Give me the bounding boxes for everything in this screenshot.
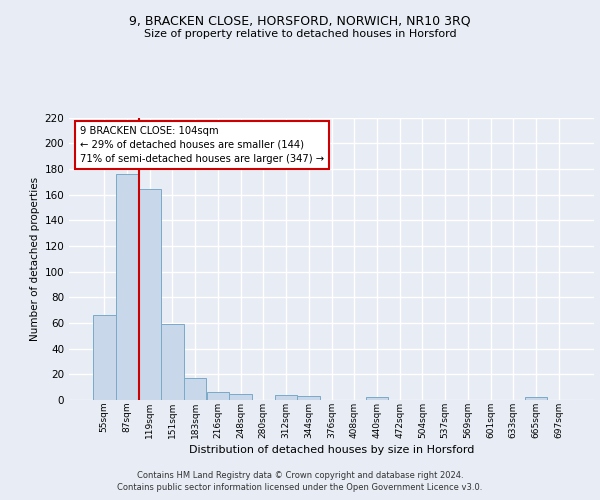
Bar: [298, 396, 320, 400]
Bar: [229, 394, 252, 400]
Bar: [161, 324, 184, 400]
Text: Contains public sector information licensed under the Open Government Licence v3: Contains public sector information licen…: [118, 483, 482, 492]
Bar: [139, 190, 161, 400]
Bar: [365, 398, 388, 400]
Bar: [116, 174, 139, 400]
Bar: [184, 378, 206, 400]
Y-axis label: Number of detached properties: Number of detached properties: [30, 176, 40, 341]
Text: Size of property relative to detached houses in Horsford: Size of property relative to detached ho…: [143, 29, 457, 39]
Bar: [206, 392, 229, 400]
Text: 9 BRACKEN CLOSE: 104sqm
← 29% of detached houses are smaller (144)
71% of semi-d: 9 BRACKEN CLOSE: 104sqm ← 29% of detache…: [79, 126, 323, 164]
Bar: [524, 398, 547, 400]
Bar: [93, 316, 116, 400]
X-axis label: Distribution of detached houses by size in Horsford: Distribution of detached houses by size …: [189, 444, 474, 454]
Bar: [275, 395, 298, 400]
Text: Contains HM Land Registry data © Crown copyright and database right 2024.: Contains HM Land Registry data © Crown c…: [137, 471, 463, 480]
Text: 9, BRACKEN CLOSE, HORSFORD, NORWICH, NR10 3RQ: 9, BRACKEN CLOSE, HORSFORD, NORWICH, NR1…: [129, 15, 471, 28]
